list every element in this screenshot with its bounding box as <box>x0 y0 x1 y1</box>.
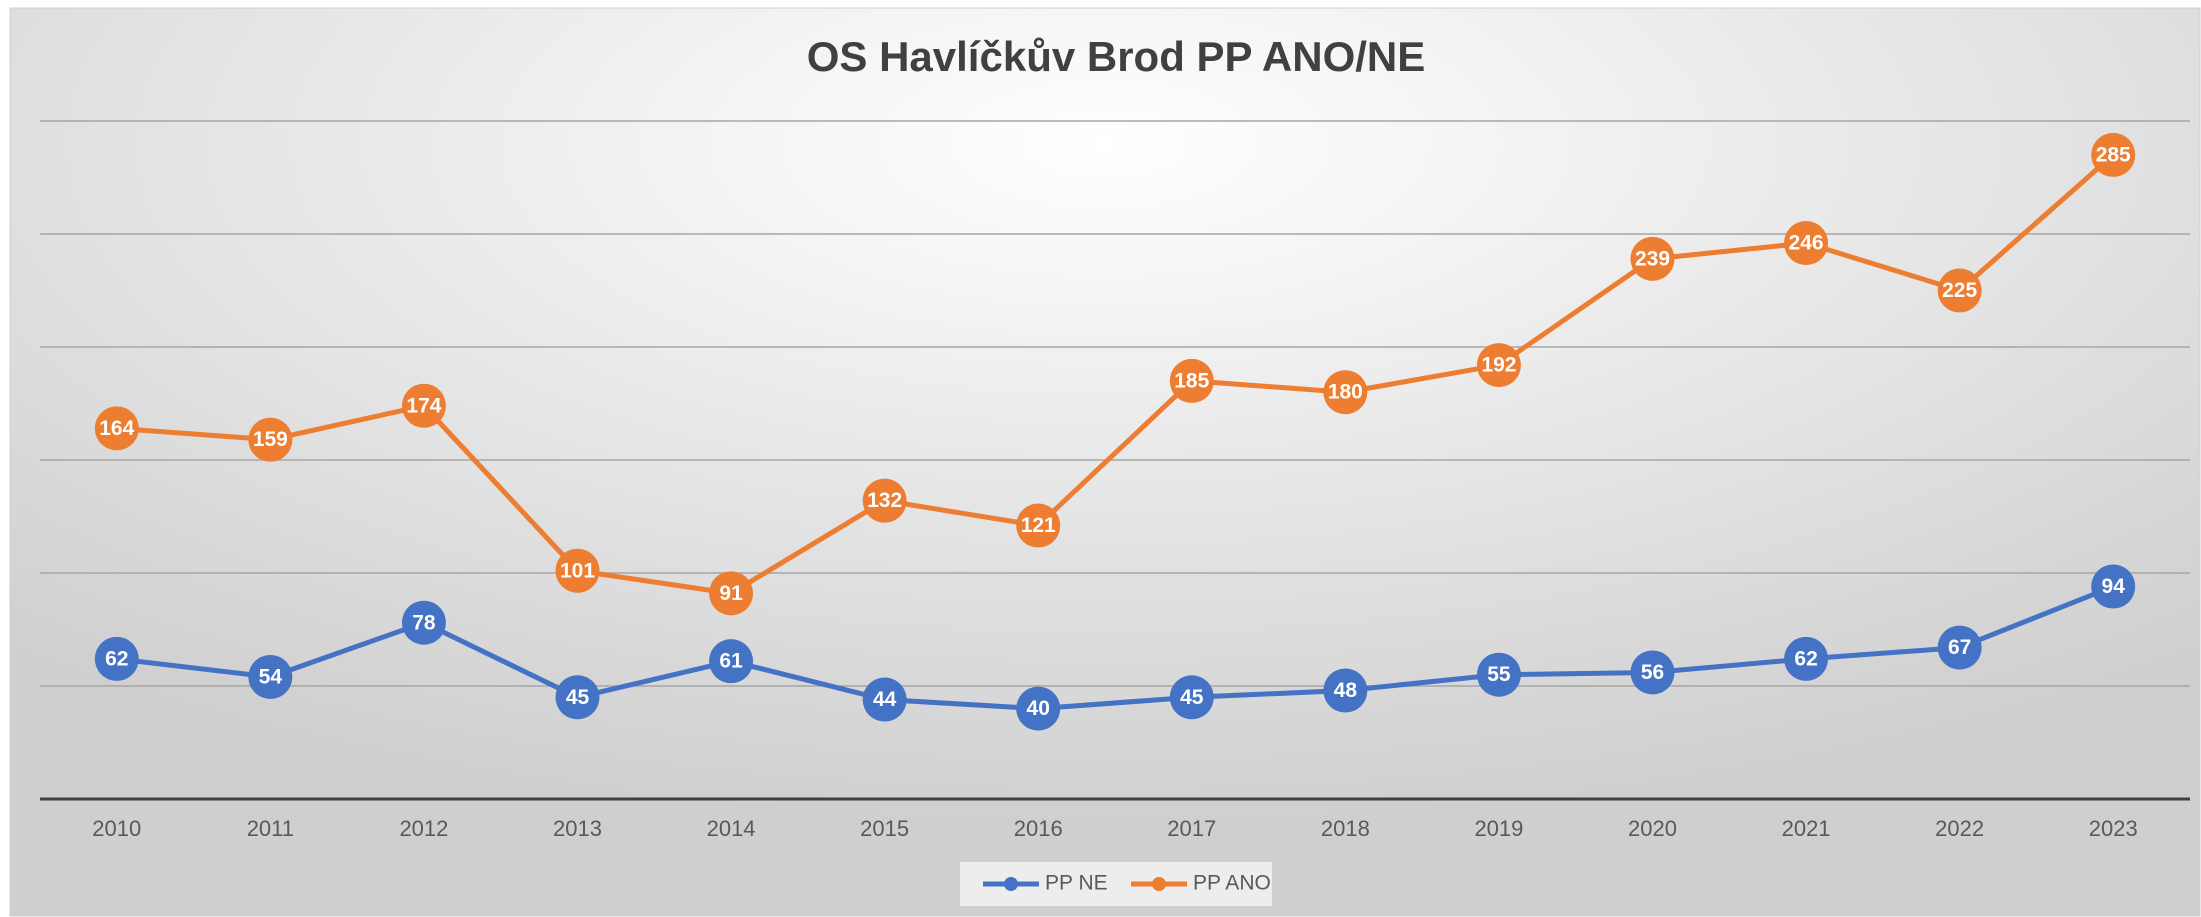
data-label: 185 <box>1174 369 1209 392</box>
data-label: 62 <box>1794 647 1817 670</box>
data-point <box>94 636 139 681</box>
data-label: 225 <box>1942 279 1977 302</box>
data-point <box>1169 675 1214 720</box>
data-point <box>1476 343 1521 388</box>
data-point <box>555 675 600 720</box>
data-label: 239 <box>1635 247 1670 270</box>
x-tick-label: 2012 <box>399 816 448 841</box>
data-label: 55 <box>1487 663 1511 686</box>
x-tick-label: 2020 <box>1628 816 1677 841</box>
legend-marker <box>1004 877 1018 891</box>
data-label: 159 <box>253 428 288 451</box>
x-tick-label: 2021 <box>1782 816 1831 841</box>
data-label: 91 <box>719 582 743 605</box>
legend-marker <box>1152 877 1166 891</box>
data-label: 40 <box>1027 697 1050 720</box>
data-label: 164 <box>99 417 134 440</box>
data-point <box>1937 268 1982 313</box>
data-point <box>248 417 293 462</box>
data-point <box>1169 358 1214 403</box>
legend-label: PP ANO <box>1193 872 1271 895</box>
data-point <box>401 383 446 428</box>
x-tick-label: 2010 <box>92 816 141 841</box>
data-label: 94 <box>2102 575 2126 598</box>
data-label: 67 <box>1948 636 1971 659</box>
data-point <box>1937 625 1982 670</box>
x-tick-label: 2017 <box>1167 816 1216 841</box>
data-label: 62 <box>105 647 128 670</box>
data-label: 246 <box>1789 232 1824 255</box>
data-label: 174 <box>406 394 441 417</box>
x-tick-label: 2014 <box>707 816 756 841</box>
data-label: 56 <box>1641 661 1664 684</box>
x-tick-label: 2018 <box>1321 816 1370 841</box>
data-label: 61 <box>719 650 743 673</box>
data-label: 121 <box>1021 514 1056 537</box>
data-point <box>248 654 293 699</box>
series-line <box>116 584 2115 712</box>
data-point <box>2091 132 2136 177</box>
data-point <box>1784 636 1829 681</box>
data-label: 180 <box>1328 381 1363 404</box>
data-point <box>401 600 446 645</box>
chart-title: OS Havlíčkův Brod PP ANO/NE <box>807 33 1426 80</box>
data-label: 44 <box>873 688 897 711</box>
data-point <box>1476 652 1521 697</box>
x-tick-label: 2016 <box>1014 816 1063 841</box>
x-tick-label: 2023 <box>2089 816 2138 841</box>
data-label: 132 <box>867 489 902 512</box>
data-label: 192 <box>1481 354 1516 377</box>
data-point <box>1784 221 1829 266</box>
data-point <box>709 639 754 684</box>
data-point <box>1016 686 1061 731</box>
data-label: 45 <box>1180 686 1204 709</box>
data-point <box>709 571 754 616</box>
legend-label: PP NE <box>1045 872 1108 895</box>
x-tick-label: 2013 <box>553 816 602 841</box>
data-label: 54 <box>259 666 283 689</box>
data-point <box>1016 503 1061 548</box>
series-line <box>116 153 2115 596</box>
x-tick-label: 2015 <box>860 816 909 841</box>
data-label: 101 <box>560 559 595 582</box>
data-point <box>862 677 907 722</box>
data-point <box>94 406 139 451</box>
data-label: 285 <box>2096 143 2131 166</box>
data-point <box>1323 370 1368 415</box>
x-tick-label: 2022 <box>1935 816 1984 841</box>
data-point <box>1630 236 1675 281</box>
data-point <box>555 548 600 593</box>
data-point <box>1323 668 1368 713</box>
data-label: 48 <box>1334 679 1358 702</box>
x-tick-label: 2019 <box>1474 816 1523 841</box>
data-point <box>862 478 907 523</box>
data-point <box>1630 650 1675 695</box>
data-label: 78 <box>412 611 436 634</box>
data-label: 45 <box>566 686 590 709</box>
data-point <box>2091 564 2136 609</box>
x-tick-label: 2011 <box>247 816 294 841</box>
